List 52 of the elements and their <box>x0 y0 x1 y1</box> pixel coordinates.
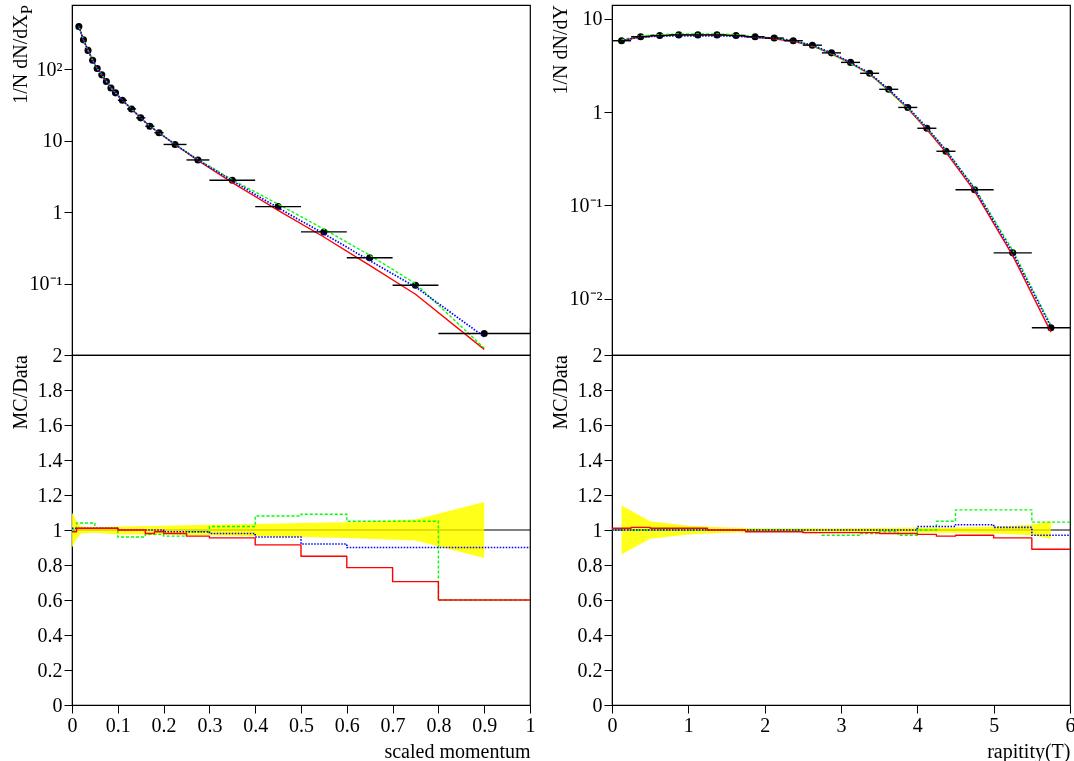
y-tick-label: 1.4 <box>577 448 603 471</box>
y-axis-title: 1/N dN/dY <box>549 5 571 95</box>
x-tick-label: 0.2 <box>151 713 177 736</box>
y-tick-label: 1.8 <box>577 378 603 401</box>
x-tick-label: 3 <box>836 713 847 736</box>
y-tick-label: 0.4 <box>577 623 603 646</box>
x-tick-label: 0.8 <box>426 713 452 736</box>
y-tick-label: 0.8 <box>577 553 603 576</box>
y-tick-label: 1 <box>592 100 603 123</box>
y-tick-label: 10⁻¹ <box>569 193 603 216</box>
y-tick-label: 0 <box>52 693 63 716</box>
x-tick-label: 0.1 <box>105 713 131 736</box>
x-tick-label: 1 <box>525 713 536 736</box>
x-tick-label: 0.9 <box>472 713 498 736</box>
y-tick-label: 1.2 <box>37 483 63 506</box>
y-axis-title: MC/Data <box>548 355 572 432</box>
y-tick-label: 1.6 <box>577 413 603 436</box>
y-tick-label: 1 <box>52 200 63 223</box>
y-tick-label: 0.4 <box>37 623 63 646</box>
y-tick-label: 0.2 <box>37 658 63 681</box>
y-tick-label: 2 <box>52 343 63 366</box>
y-tick-label: 1 <box>592 518 603 541</box>
y-tick-label: 1 <box>52 518 63 541</box>
y-tick-label: 10 <box>582 7 603 30</box>
y-tick-label: 1.8 <box>37 378 63 401</box>
x-axis-title: rapitity(T) <box>987 739 1071 761</box>
x-tick-label: 0.5 <box>289 713 314 736</box>
x-tick-label: 4 <box>912 713 923 736</box>
y-axis-title: MC/Data <box>8 355 32 432</box>
x-tick-label: 0.4 <box>243 713 269 736</box>
y-tick-label: 0.6 <box>37 588 63 611</box>
x-tick-label: 1 <box>683 713 694 736</box>
y-tick-label: 10⁻¹ <box>29 272 63 295</box>
x-tick-label: 0.7 <box>380 713 406 736</box>
y-tick-label: 1.6 <box>37 413 63 436</box>
x-tick-label: 0 <box>67 713 78 736</box>
y-tick-label: 0 <box>592 693 603 716</box>
y-tick-label: 1.2 <box>577 483 603 506</box>
x-tick-label: 5 <box>989 713 1000 736</box>
y-tick-label: 0.6 <box>577 588 603 611</box>
x-tick-label: 2 <box>760 713 771 736</box>
x-tick-label: 0 <box>607 713 618 736</box>
x-tick-label: 0.6 <box>334 713 360 736</box>
x-tick-label: 0.3 <box>197 713 223 736</box>
y-tick-label: 1.4 <box>37 448 63 471</box>
y-tick-label: 10 <box>42 129 63 152</box>
y-tick-label: 0.2 <box>577 658 603 681</box>
y-tick-label: 10⁻² <box>569 287 603 310</box>
x-axis-title: scaled momentum <box>384 739 531 761</box>
y-tick-label: 10² <box>36 57 63 80</box>
y-tick-label: 2 <box>592 343 603 366</box>
y-tick-label: 0.8 <box>37 553 63 576</box>
